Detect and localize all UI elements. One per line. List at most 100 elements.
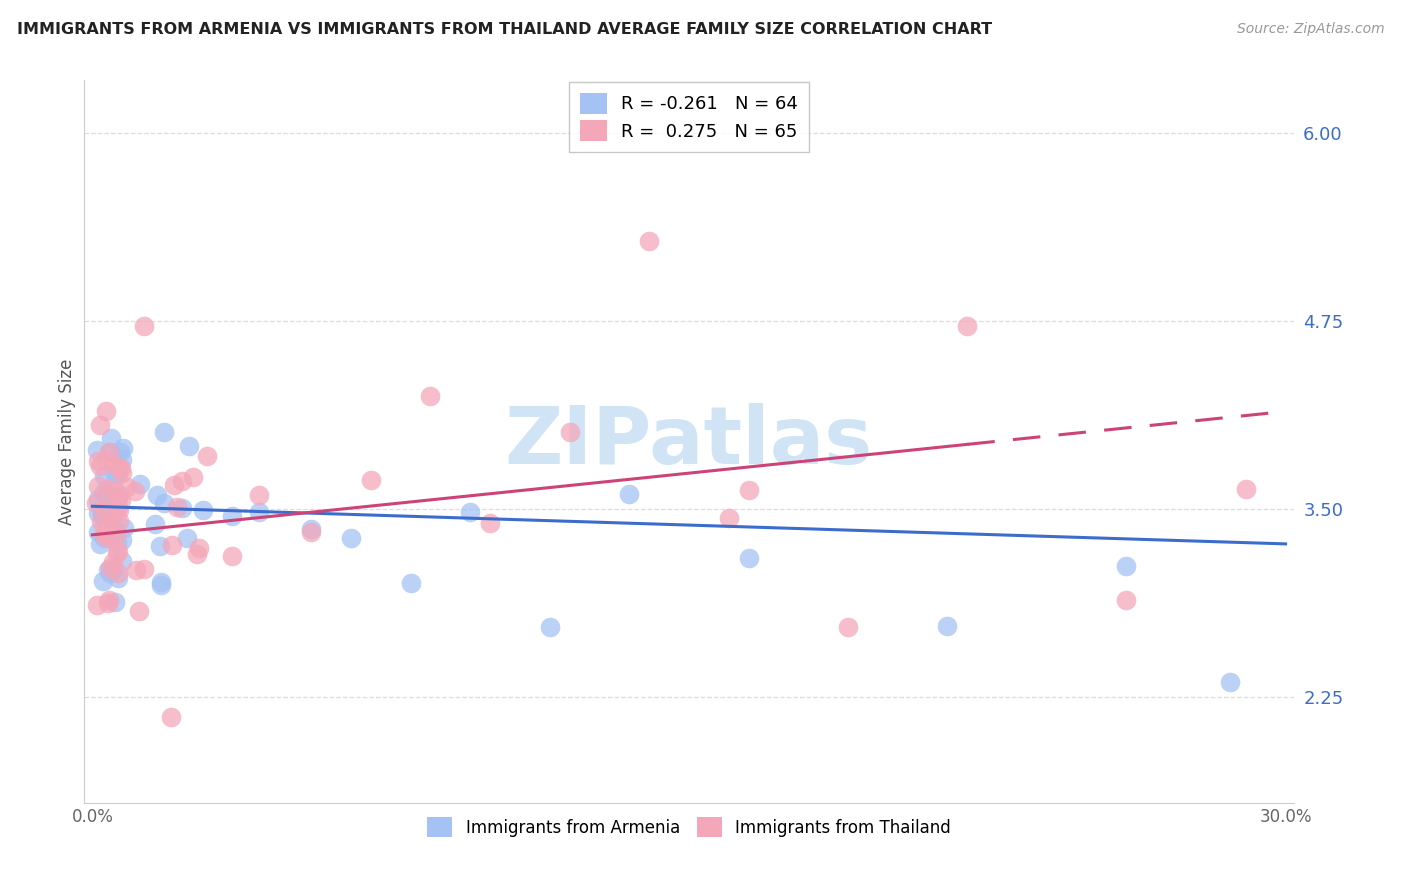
Point bbox=[163, 477, 186, 491]
Point bbox=[936, 619, 959, 633]
Point bbox=[98, 445, 121, 459]
Point bbox=[97, 593, 120, 607]
Point bbox=[129, 477, 152, 491]
Text: ZIPatlas: ZIPatlas bbox=[505, 402, 873, 481]
Point bbox=[538, 620, 561, 634]
Point bbox=[1115, 592, 1137, 607]
Point bbox=[96, 517, 118, 532]
Point bbox=[93, 525, 115, 540]
Point bbox=[837, 620, 859, 634]
Point bbox=[299, 524, 322, 539]
Point bbox=[87, 524, 110, 539]
Point bbox=[98, 503, 121, 517]
Point bbox=[177, 439, 200, 453]
Point bbox=[1234, 483, 1257, 497]
Point bbox=[97, 483, 120, 497]
Point bbox=[145, 488, 167, 502]
Point bbox=[98, 566, 121, 580]
Point bbox=[149, 539, 172, 553]
Point bbox=[93, 484, 115, 499]
Point bbox=[104, 484, 127, 499]
Point bbox=[107, 460, 129, 475]
Point bbox=[98, 531, 121, 545]
Point bbox=[170, 474, 193, 488]
Point bbox=[90, 514, 112, 528]
Point bbox=[170, 500, 193, 515]
Point bbox=[110, 461, 132, 475]
Point bbox=[111, 452, 134, 467]
Point bbox=[737, 551, 759, 566]
Point bbox=[247, 505, 270, 519]
Text: IMMIGRANTS FROM ARMENIA VS IMMIGRANTS FROM THAILAND AVERAGE FAMILY SIZE CORRELAT: IMMIGRANTS FROM ARMENIA VS IMMIGRANTS FR… bbox=[17, 22, 993, 37]
Point bbox=[108, 445, 131, 459]
Point bbox=[100, 522, 122, 536]
Point bbox=[152, 495, 174, 509]
Point bbox=[115, 480, 138, 494]
Point bbox=[104, 458, 127, 473]
Point bbox=[340, 531, 363, 545]
Point bbox=[96, 516, 118, 531]
Y-axis label: Average Family Size: Average Family Size bbox=[58, 359, 76, 524]
Point bbox=[479, 516, 502, 530]
Point bbox=[107, 467, 129, 482]
Point bbox=[105, 524, 128, 538]
Point bbox=[105, 547, 128, 561]
Point bbox=[96, 453, 118, 467]
Point bbox=[299, 522, 322, 536]
Point bbox=[104, 468, 127, 483]
Point bbox=[86, 442, 108, 457]
Point bbox=[107, 488, 129, 502]
Point bbox=[89, 537, 111, 551]
Point bbox=[87, 506, 110, 520]
Point bbox=[97, 486, 120, 500]
Point bbox=[107, 571, 129, 585]
Point bbox=[247, 488, 270, 502]
Point bbox=[97, 563, 120, 577]
Point bbox=[188, 541, 211, 555]
Point bbox=[87, 454, 110, 468]
Point bbox=[124, 484, 146, 499]
Point bbox=[399, 576, 422, 591]
Point bbox=[107, 566, 129, 580]
Point bbox=[419, 389, 441, 403]
Point bbox=[86, 598, 108, 612]
Point bbox=[110, 493, 132, 508]
Point bbox=[159, 710, 181, 724]
Point bbox=[91, 574, 114, 588]
Point bbox=[98, 560, 121, 574]
Point bbox=[107, 500, 129, 514]
Point bbox=[108, 514, 131, 528]
Point bbox=[87, 491, 110, 506]
Point bbox=[104, 595, 127, 609]
Point bbox=[105, 536, 128, 550]
Point bbox=[195, 449, 218, 463]
Point bbox=[134, 318, 156, 333]
Point bbox=[153, 425, 176, 439]
Point bbox=[100, 509, 122, 524]
Point bbox=[1115, 558, 1137, 573]
Point bbox=[166, 500, 188, 514]
Point bbox=[125, 563, 148, 577]
Point bbox=[105, 529, 128, 543]
Point bbox=[93, 501, 115, 516]
Point bbox=[1219, 675, 1241, 690]
Point bbox=[360, 473, 382, 487]
Point bbox=[107, 491, 129, 505]
Point bbox=[89, 458, 111, 473]
Point bbox=[737, 483, 759, 498]
Point bbox=[221, 509, 243, 524]
Point bbox=[86, 496, 108, 510]
Point bbox=[98, 501, 121, 516]
Point bbox=[93, 468, 115, 483]
Point bbox=[97, 515, 120, 529]
Point bbox=[143, 516, 166, 531]
Point bbox=[89, 418, 111, 433]
Point bbox=[91, 508, 114, 522]
Point bbox=[150, 578, 173, 592]
Point bbox=[100, 520, 122, 534]
Point bbox=[558, 425, 581, 440]
Point bbox=[100, 431, 122, 445]
Point bbox=[101, 563, 124, 577]
Point bbox=[956, 318, 979, 333]
Point bbox=[128, 604, 150, 618]
